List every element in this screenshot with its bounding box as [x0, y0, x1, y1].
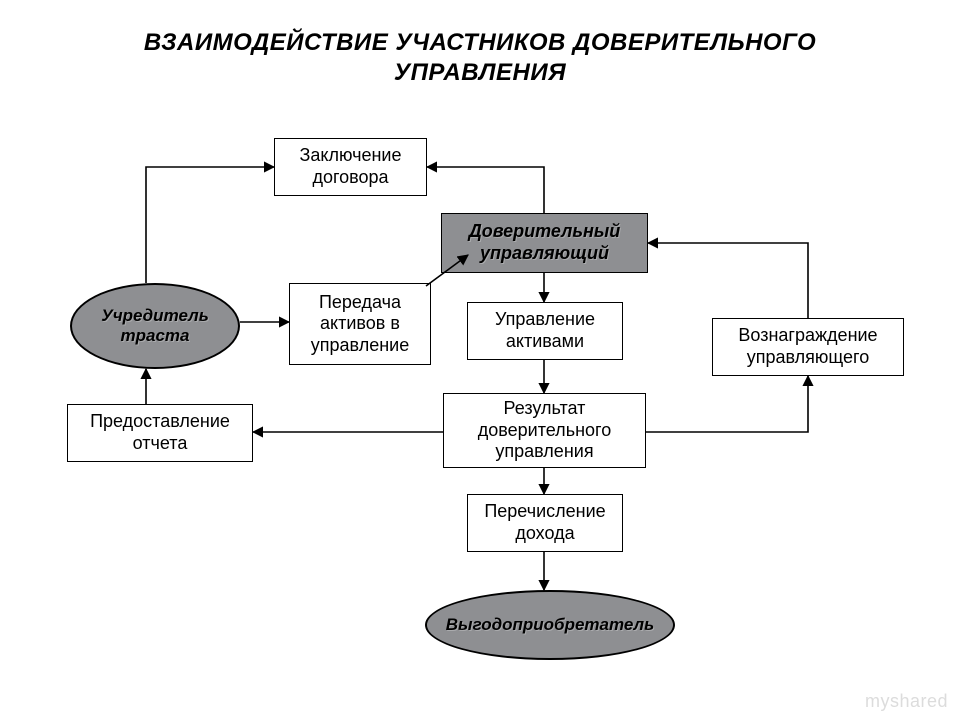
title-line-1: ВЗАИМОДЕЙСТВИЕ УЧАСТНИКОВ ДОВЕРИТЕЛЬНОГО: [144, 29, 816, 56]
node-label: Управлениеактивами: [495, 309, 595, 352]
node-label: Предоставлениеотчета: [90, 411, 230, 454]
node-contract-rect: Заключениедоговора: [274, 138, 427, 196]
node-beneficiary-ellipse: Выгодоприобретатель: [425, 590, 675, 660]
node-founder-ellipse: Учредительтраста: [70, 283, 240, 369]
node-fee-rect: Вознаграждениеуправляющего: [712, 318, 904, 376]
node-report-rect: Предоставлениеотчета: [67, 404, 253, 462]
node-manage-rect: Управлениеактивами: [467, 302, 623, 360]
title-line-2: УПРАВЛЕНИЯ: [394, 59, 566, 86]
node-label: Выгодоприобретатель: [446, 615, 654, 635]
node-trustee-rect: Доверительныйуправляющий: [441, 213, 648, 273]
node-transfer-rect: Передачаактивов вуправление: [289, 283, 431, 365]
node-label: Учредительтраста: [101, 306, 209, 347]
node-label: Заключениедоговора: [300, 145, 402, 188]
edge-result-to-fee: [646, 376, 808, 432]
node-label: Передачаактивов вуправление: [311, 292, 409, 357]
node-label: Вознаграждениеуправляющего: [738, 325, 877, 368]
edge-founder-to-contract: [146, 167, 274, 283]
node-label: Перечислениедохода: [484, 501, 605, 544]
diagram-title: ВЗАИМОДЕЙСТВИЕ УЧАСТНИКОВ ДОВЕРИТЕЛЬНОГО…: [0, 28, 960, 88]
watermark-text: myshared: [865, 691, 948, 712]
node-label: Доверительныйуправляющий: [469, 221, 621, 264]
node-label: Результатдоверительногоуправления: [478, 398, 611, 463]
node-income-rect: Перечислениедохода: [467, 494, 623, 552]
node-result-rect: Результатдоверительногоуправления: [443, 393, 646, 468]
edge-fee-to-trustee: [648, 243, 808, 318]
edge-trustee-to-contract: [427, 167, 544, 213]
